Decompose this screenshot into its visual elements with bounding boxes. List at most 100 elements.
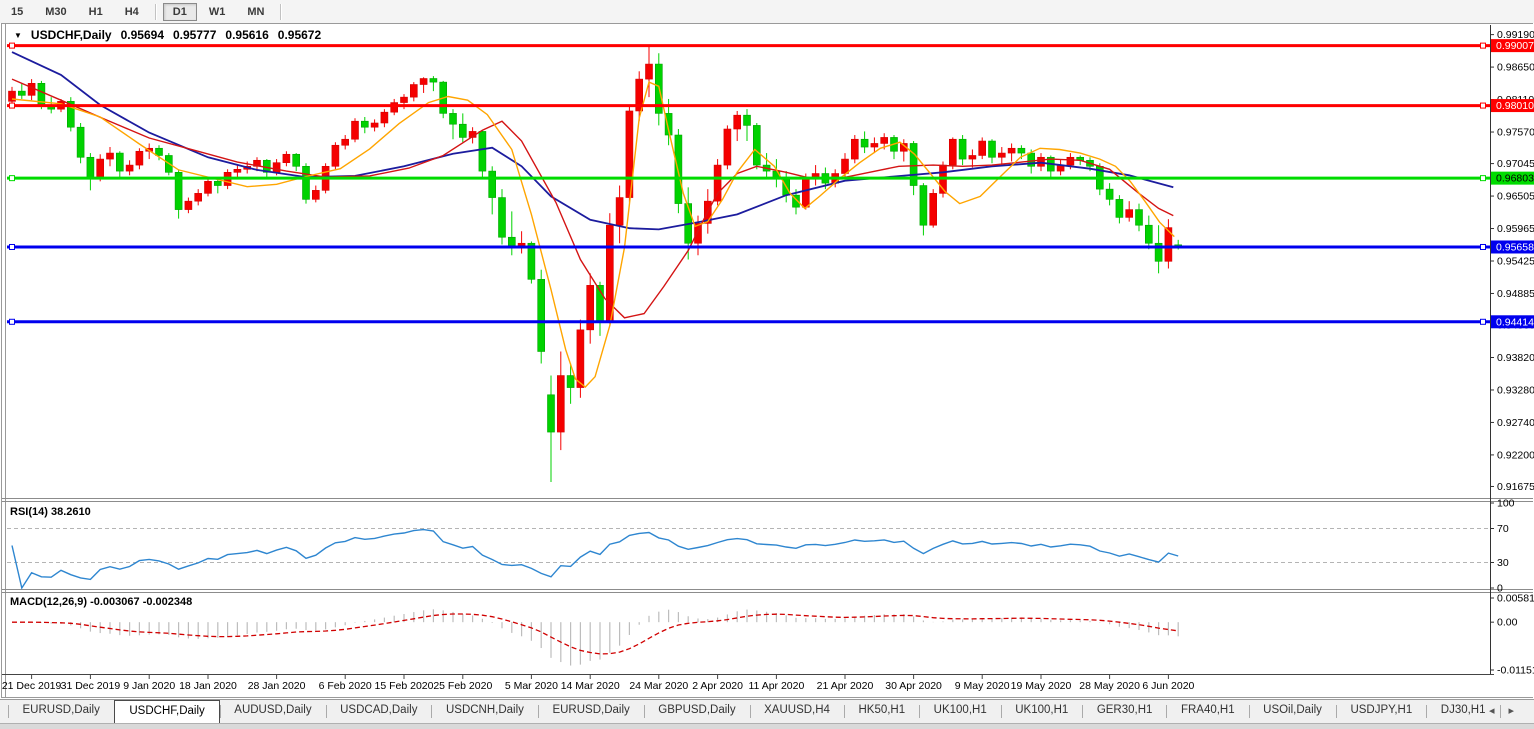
candle-down xyxy=(86,156,95,179)
line-anchor-handle[interactable] xyxy=(9,318,15,325)
timeframe-m30-button[interactable]: M30 xyxy=(45,5,67,18)
candle-up xyxy=(517,242,526,246)
candle-up xyxy=(233,169,242,173)
tab-ger30-h1[interactable]: GER30,H1 xyxy=(1096,704,1153,716)
candle-up xyxy=(625,110,634,198)
tab-separator xyxy=(919,705,920,718)
tab-dj30-h1[interactable]: DJ30,H1 xyxy=(1440,704,1486,716)
symbol-tab-bar: EURUSD,Daily USDCHF,Daily AUDUSD,Daily USDC… xyxy=(0,699,1534,729)
candle-up xyxy=(645,63,653,80)
candle-up xyxy=(605,224,614,322)
price-badge-label: 0.95658 xyxy=(1496,241,1534,253)
tab-eurusd-daily[interactable]: EURUSD,Daily xyxy=(22,704,100,716)
tab-usdjpy-h1[interactable]: USDJPY,H1 xyxy=(1350,704,1413,716)
rsi-axis-label: 70 xyxy=(1497,523,1509,535)
candle-down xyxy=(458,123,467,138)
timeframe-toolbar: 15 M30 H1 H4 D1 W1 MN xyxy=(0,0,1534,24)
timeframe-w1-button[interactable]: W1 xyxy=(208,5,226,18)
ohlc-close: 0.95672 xyxy=(277,28,322,42)
timeframe-15-button[interactable]: 15 xyxy=(11,5,24,18)
timeframe-d1-button[interactable]: D1 xyxy=(162,2,197,21)
date-label: 25 Feb 2020 xyxy=(433,680,492,692)
tab-audusd-daily[interactable]: AUDUSD,Daily xyxy=(234,704,312,716)
tab-xauusd-h4[interactable]: XAUUSD,H4 xyxy=(764,704,830,716)
tab-usdcnh-daily[interactable]: USDCNH,Daily xyxy=(445,704,524,716)
price-axis-label: 0.93820 xyxy=(1497,352,1534,364)
tab-hk50-h1[interactable]: HK50,H1 xyxy=(858,704,906,716)
tab-eurusd-daily[interactable]: EURUSD,Daily xyxy=(552,704,630,716)
line-anchor-handle[interactable] xyxy=(1480,175,1486,182)
candle-down xyxy=(507,236,516,246)
price-badge xyxy=(1491,171,1534,185)
candle-down xyxy=(360,120,369,128)
candle-up xyxy=(8,90,16,102)
candle-up xyxy=(694,223,702,244)
line-anchor-handle[interactable] xyxy=(9,42,15,49)
candle-up xyxy=(194,193,202,202)
candle-down xyxy=(1017,147,1026,154)
price-axis-label: 0.99190 xyxy=(1497,29,1534,41)
candle-up xyxy=(1007,147,1016,154)
tab-separator xyxy=(749,705,751,718)
candlestick-series[interactable] xyxy=(8,45,1182,482)
candle-up xyxy=(997,152,1006,158)
tab-usoil-daily[interactable]: USOil,Daily xyxy=(1263,704,1322,716)
price-axis-label: 0.97045 xyxy=(1497,158,1534,170)
timeframe-h1-button[interactable]: H1 xyxy=(88,5,103,18)
candle-up xyxy=(733,114,742,130)
price-badge xyxy=(1491,99,1534,113)
date-label: 9 May 2020 xyxy=(955,680,1010,692)
line-anchor-handle[interactable] xyxy=(1480,318,1486,325)
price-badge xyxy=(1491,315,1534,329)
tab-uk100-h1[interactable]: UK100,H1 xyxy=(1015,704,1069,716)
symbol-tabs: EURUSD,Daily USDCHF,Daily AUDUSD,Daily USDC… xyxy=(0,700,1501,723)
date-label: 28 Jan 2020 xyxy=(248,680,306,692)
date-label: 19 May 2020 xyxy=(1011,680,1072,692)
candle-up xyxy=(272,162,281,173)
candle-down xyxy=(664,113,673,136)
tab-separator xyxy=(1082,705,1083,718)
line-anchor-handle[interactable] xyxy=(1480,243,1486,250)
candle-down xyxy=(919,185,928,226)
ohlc-open: 0.95694 xyxy=(120,28,164,42)
chevron-down-icon[interactable]: ▼ xyxy=(14,30,22,40)
tab-gbpusd-daily[interactable]: GBPUSD,Daily xyxy=(658,704,736,716)
candle-down xyxy=(302,165,310,200)
tab-fra40-h1[interactable]: FRA40,H1 xyxy=(1180,704,1235,716)
line-anchor-handle[interactable] xyxy=(1480,102,1486,109)
candle-up xyxy=(713,164,722,202)
date-label: 18 Jan 2020 xyxy=(179,680,237,692)
candle-down xyxy=(155,147,163,156)
line-anchor-handle[interactable] xyxy=(9,175,15,182)
price-axis-label: 0.96505 xyxy=(1497,191,1534,203)
price-axis-labels: 0.991900.986500.981100.975700.970450.965… xyxy=(1490,29,1534,493)
candle-down xyxy=(958,138,967,160)
candle-down xyxy=(566,375,575,388)
date-label: 30 Apr 2020 xyxy=(885,680,942,692)
timeframe-mn-button[interactable]: MN xyxy=(247,5,265,18)
timeframe-h4-button[interactable]: H4 xyxy=(124,5,139,18)
candle-down xyxy=(214,181,222,186)
tab-usdchf-daily[interactable]: USDCHF,Daily xyxy=(114,700,220,723)
macd-label: MACD(12,26,9) -0.003067 -0.002348 xyxy=(10,596,193,608)
candle-down xyxy=(537,279,546,352)
price-axis-label: 0.92740 xyxy=(1497,417,1534,429)
tab-uk100-h1[interactable]: UK100,H1 xyxy=(933,704,987,716)
candle-down xyxy=(449,113,457,125)
line-anchor-handle[interactable] xyxy=(1480,42,1486,49)
candle-up xyxy=(586,285,595,331)
date-label: 24 Mar 2020 xyxy=(629,680,688,692)
tab-scroll-arrows[interactable]: ◂▸ xyxy=(1488,705,1528,717)
candle-up xyxy=(1037,156,1045,167)
candle-up xyxy=(370,122,379,128)
line-anchor-handle[interactable] xyxy=(9,243,15,250)
macd-signal-line xyxy=(12,613,1179,655)
date-label: 21 Apr 2020 xyxy=(817,680,874,692)
date-label: 21 Dec 2019 xyxy=(2,680,62,692)
line-anchor-handle[interactable] xyxy=(9,102,15,109)
candle-up xyxy=(282,153,291,163)
tab-usdcad-daily[interactable]: USDCAD,Daily xyxy=(340,704,418,716)
candle-down xyxy=(292,153,301,167)
price-chart[interactable]: 0.991900.986500.981100.975700.970450.965… xyxy=(0,23,1534,699)
candle-down xyxy=(498,197,506,238)
